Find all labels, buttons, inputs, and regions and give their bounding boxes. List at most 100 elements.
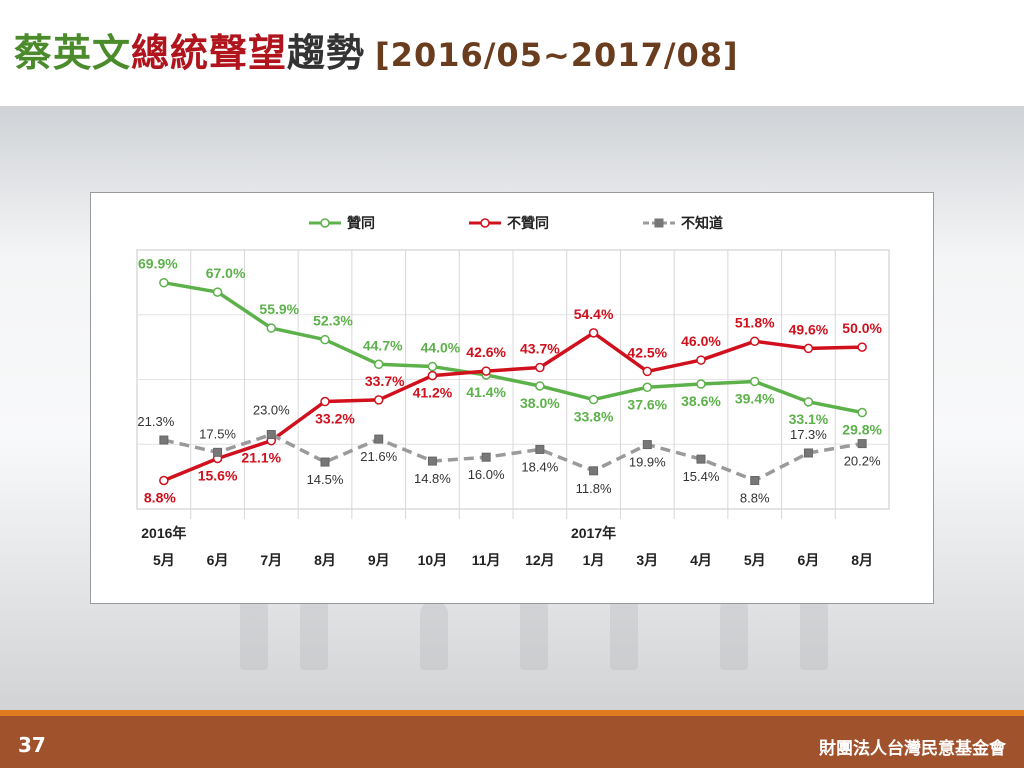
data-label: 42.5% xyxy=(627,344,667,360)
data-label: 11.8% xyxy=(576,481,612,496)
data-label: 8.8% xyxy=(740,491,770,506)
data-point xyxy=(749,376,760,387)
data-point xyxy=(427,456,437,466)
data-point xyxy=(642,382,653,393)
footer-bar: 37 財團法人台灣民意基金會 xyxy=(0,710,1024,768)
data-label: 14.8% xyxy=(414,471,451,486)
year-label: 2016年 xyxy=(141,525,186,541)
title-president: 蔡英文 xyxy=(14,31,132,75)
data-label: 17.3% xyxy=(790,427,827,442)
data-point xyxy=(749,336,760,347)
data-point xyxy=(857,342,867,352)
data-label: 33.8% xyxy=(574,409,614,425)
data-label: 52.3% xyxy=(313,313,353,329)
data-label: 38.0% xyxy=(520,395,560,411)
x-tick-label: 7月 xyxy=(260,552,282,568)
data-point xyxy=(642,366,653,377)
data-label: 29.8% xyxy=(842,422,882,438)
data-label: 38.6% xyxy=(681,393,721,409)
legend-swatch-marker xyxy=(654,218,664,228)
data-label: 21.3% xyxy=(137,414,174,429)
x-tick-label: 3月 xyxy=(636,552,658,568)
data-label: 15.6% xyxy=(198,467,238,483)
data-point xyxy=(588,328,599,338)
x-tick-label: 4月 xyxy=(690,552,712,568)
data-label: 55.9% xyxy=(259,301,299,317)
organization-name: 財團法人台灣民意基金會 xyxy=(819,739,1006,759)
data-point xyxy=(320,457,330,467)
data-point xyxy=(535,362,545,373)
data-point xyxy=(696,379,706,389)
data-label: 46.0% xyxy=(681,333,721,349)
data-point xyxy=(481,366,491,376)
data-label: 39.4% xyxy=(735,390,775,406)
x-tick-label: 8月 xyxy=(314,552,336,568)
data-point xyxy=(373,359,384,370)
decorative-figure xyxy=(720,595,748,670)
series-line xyxy=(163,280,863,415)
data-point xyxy=(857,439,867,449)
data-label: 18.4% xyxy=(521,459,558,474)
data-point xyxy=(696,454,706,464)
data-point xyxy=(320,396,330,407)
decorative-figure xyxy=(420,600,448,670)
legend-swatch-marker xyxy=(480,218,490,228)
data-point xyxy=(427,370,438,381)
data-point xyxy=(266,430,276,440)
data-label: 21.1% xyxy=(241,450,281,466)
data-label: 14.5% xyxy=(307,472,344,487)
data-label: 37.6% xyxy=(627,396,667,412)
data-point xyxy=(803,397,814,407)
slide-title: 蔡英文總統聲望趨勢 [2016/05~2017/08] xyxy=(14,22,739,82)
data-point xyxy=(373,395,384,405)
data-label: 41.4% xyxy=(466,384,506,400)
series-line xyxy=(163,432,863,483)
data-label: 17.5% xyxy=(199,426,236,441)
data-point xyxy=(535,381,545,391)
data-point xyxy=(159,435,169,445)
data-point xyxy=(481,452,491,462)
title-bar: 蔡英文總統聲望趨勢 [2016/05~2017/08] xyxy=(0,0,1024,106)
data-label: 51.8% xyxy=(735,314,775,330)
data-point xyxy=(588,394,599,405)
data-label: 23.0% xyxy=(253,403,290,418)
data-label: 16.0% xyxy=(468,467,505,482)
data-label: 20.2% xyxy=(844,454,881,469)
legend-label: 不贊同 xyxy=(507,215,549,231)
x-tick-label: 10月 xyxy=(418,552,448,568)
title-trend: 趨勢 xyxy=(287,31,366,75)
x-tick-label: 6月 xyxy=(798,552,820,568)
data-point xyxy=(750,476,760,486)
chart-panel: 贊同 不贊同 不知道 5月 6月 7月 8月 9月 10月 11月 12月 1月 3月 4月 5月 6月 8月 2… xyxy=(90,192,934,604)
data-label: 44.7% xyxy=(363,337,403,353)
data-label: 41.2% xyxy=(413,385,453,401)
title-approval: 總統聲望 xyxy=(131,31,288,75)
x-tick-label: 12月 xyxy=(525,552,555,568)
data-point xyxy=(374,434,384,444)
data-point xyxy=(320,334,330,345)
legend-swatch-marker xyxy=(320,218,330,228)
data-point xyxy=(535,444,545,454)
data-point xyxy=(696,355,706,365)
data-label: 19.9% xyxy=(629,455,666,470)
data-point xyxy=(213,447,223,457)
data-label: 33.7% xyxy=(365,373,405,389)
page-number: 37 xyxy=(18,733,46,757)
legend-label: 贊同 xyxy=(347,215,375,231)
line-chart: 贊同 不贊同 不知道 5月 6月 7月 8月 9月 10月 11月 12月 1月 3月 4月 5月 6月 8月 2… xyxy=(136,215,890,568)
legend-label: 不知道 xyxy=(681,215,723,231)
data-point xyxy=(266,323,277,333)
data-label: 69.9% xyxy=(138,256,178,272)
x-tick-label: 6月 xyxy=(207,552,229,568)
x-tick-label: 5月 xyxy=(744,552,766,568)
x-tick-label: 11月 xyxy=(472,552,501,568)
data-point xyxy=(803,448,813,458)
data-label: 21.6% xyxy=(360,449,397,464)
data-point xyxy=(642,440,652,450)
data-point xyxy=(803,343,814,354)
data-label: 33.1% xyxy=(789,411,829,427)
data-label: 42.6% xyxy=(466,344,506,360)
data-point xyxy=(212,287,223,297)
data-point xyxy=(857,407,867,418)
data-label: 54.4% xyxy=(574,306,614,322)
